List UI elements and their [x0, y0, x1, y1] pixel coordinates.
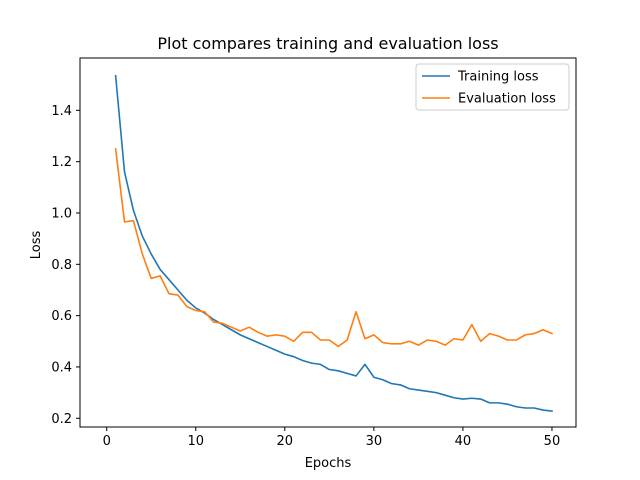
- y-tick-label: 1.2: [51, 155, 72, 170]
- y-tick-label: 0.6: [51, 309, 72, 324]
- x-axis: 0 10 20 30 40 50: [103, 427, 561, 449]
- plot-area: [79, 57, 577, 428]
- legend-entry: Training loss: [457, 70, 539, 85]
- chart-title: Plot compares training and evaluation lo…: [157, 34, 498, 53]
- y-tick-label: 0.4: [51, 360, 72, 375]
- y-tick-label: 1.0: [51, 206, 72, 221]
- legend-box: [415, 63, 570, 111]
- series-layer: [114, 74, 554, 412]
- y-tick-label: 0.8: [51, 258, 72, 273]
- series-line-evaluation-loss: [114, 147, 554, 348]
- legend: Training loss Evaluation loss: [415, 63, 570, 111]
- y-tick-label: 1.4: [51, 104, 72, 119]
- y-axis: 0.2 0.4 0.6 0.8 1.0 1.2 1.4: [51, 104, 80, 427]
- x-tick-label: 40: [455, 434, 472, 449]
- x-tick-label: 10: [187, 434, 204, 449]
- y-tick-label: 0.2: [51, 412, 72, 427]
- x-tick-label: 0: [103, 434, 111, 449]
- y-axis-label: Loss: [29, 231, 44, 260]
- legend-entry: Evaluation loss: [458, 92, 556, 107]
- x-axis-label: Epochs: [305, 456, 352, 471]
- x-tick-label: 20: [277, 434, 294, 449]
- x-tick-label: 50: [544, 434, 561, 449]
- plot-frame: [79, 57, 577, 428]
- x-tick-label: 30: [366, 434, 383, 449]
- series-line-training-loss: [114, 74, 553, 412]
